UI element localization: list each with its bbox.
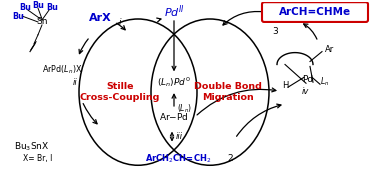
Text: $(L_n)$: $(L_n)$ xyxy=(177,103,192,115)
Text: Bu: Bu xyxy=(19,3,31,12)
FancyArrowPatch shape xyxy=(304,24,317,39)
Text: $(L_n)Pd^0$: $(L_n)Pd^0$ xyxy=(157,75,191,89)
Text: $Pd^{II}$: $Pd^{II}$ xyxy=(163,4,185,20)
Text: Bu: Bu xyxy=(32,1,44,10)
FancyArrowPatch shape xyxy=(197,88,276,115)
Text: Ar$-$Pd: Ar$-$Pd xyxy=(159,111,189,122)
Text: iv: iv xyxy=(301,87,309,96)
Text: ii: ii xyxy=(73,78,77,87)
Text: H: H xyxy=(282,81,288,90)
FancyArrowPatch shape xyxy=(172,94,176,106)
Text: 3: 3 xyxy=(272,27,278,36)
FancyArrowPatch shape xyxy=(79,39,88,54)
Text: Double Bond
Migration: Double Bond Migration xyxy=(194,82,262,102)
FancyArrowPatch shape xyxy=(223,11,263,25)
FancyArrowPatch shape xyxy=(172,21,176,70)
FancyArrowPatch shape xyxy=(236,104,281,136)
FancyArrowPatch shape xyxy=(170,133,174,140)
Text: $L_n$: $L_n$ xyxy=(320,76,330,89)
Text: Bu: Bu xyxy=(12,11,24,20)
Text: Sn: Sn xyxy=(36,17,48,27)
Text: ArX: ArX xyxy=(89,13,112,23)
Text: 2: 2 xyxy=(227,154,233,163)
Text: ArPd$(L_n)$X: ArPd$(L_n)$X xyxy=(42,63,82,76)
FancyArrowPatch shape xyxy=(157,18,161,22)
Text: X= Br, I: X= Br, I xyxy=(23,154,53,163)
FancyArrowPatch shape xyxy=(116,23,125,30)
Text: i: i xyxy=(119,18,121,27)
Text: Bu: Bu xyxy=(46,3,58,12)
Text: ArCH$_2$CH=CH$_2$: ArCH$_2$CH=CH$_2$ xyxy=(145,152,211,165)
Text: iii: iii xyxy=(175,132,182,141)
Text: Bu$_3$SnX: Bu$_3$SnX xyxy=(14,140,50,153)
FancyBboxPatch shape xyxy=(262,2,368,22)
Text: Pd: Pd xyxy=(303,75,314,84)
Text: Stille
Cross-Coupling: Stille Cross-Coupling xyxy=(80,82,160,102)
Text: Ar: Ar xyxy=(325,45,335,54)
Text: ArCH=CHMe: ArCH=CHMe xyxy=(279,7,351,17)
FancyArrowPatch shape xyxy=(83,104,97,124)
